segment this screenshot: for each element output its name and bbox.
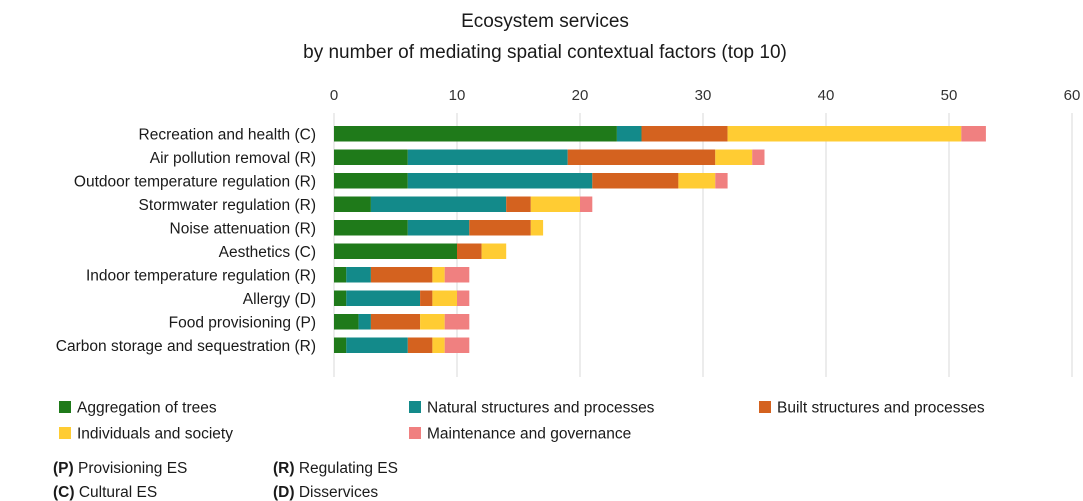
note-code: (P) <box>53 460 74 477</box>
bar-segment <box>469 220 531 236</box>
bar-segment <box>420 314 445 330</box>
chart-title: Ecosystem services <box>461 11 629 32</box>
note-code: (R) <box>273 460 295 477</box>
category-label: Air pollution removal (R) <box>150 150 316 167</box>
bar-segment <box>444 337 470 353</box>
bar-segment <box>444 267 470 283</box>
bar-segment <box>370 314 421 330</box>
bar-segment <box>961 126 986 142</box>
category-label: Stormwater regulation (R) <box>139 197 316 214</box>
abbreviation-note: (P) Provisioning ES <box>53 460 187 477</box>
bar-segment <box>727 126 962 142</box>
note-text: Cultural ES <box>75 484 158 501</box>
bar-segment <box>752 149 765 165</box>
abbreviation-notes: (P) Provisioning ES (R) Regulating ES (C) … <box>53 460 398 501</box>
abbreviation-note: (C) Cultural ES <box>53 484 157 501</box>
x-tick-label: 10 <box>449 87 466 104</box>
legend-swatch <box>759 401 771 413</box>
category-label: Indoor temperature regulation (R) <box>86 267 316 284</box>
bar-segment <box>334 290 347 306</box>
legend-label: Built structures and processes <box>777 400 985 417</box>
bar-segment <box>592 173 679 189</box>
bars <box>334 126 986 353</box>
bar-segment <box>567 149 716 165</box>
bar-segment <box>432 267 445 283</box>
note-text: Provisioning ES <box>74 460 188 477</box>
x-axis-ticks: 0 10 20 30 40 50 60 <box>330 87 1081 104</box>
bar-segment <box>530 196 580 212</box>
bar-segment <box>715 149 753 165</box>
legend-swatch <box>409 427 421 439</box>
x-tick-label: 40 <box>818 87 835 104</box>
note-code: (D) <box>273 484 295 501</box>
bar-segment <box>444 314 470 330</box>
x-tick-label: 20 <box>572 87 589 104</box>
note-code: (C) <box>53 484 75 501</box>
bar-segment <box>432 290 457 306</box>
legend-label: Aggregation of trees <box>77 400 217 417</box>
bar-segment <box>506 196 531 212</box>
bar-segment <box>334 337 347 353</box>
bar-segment <box>457 290 470 306</box>
bar-segment <box>580 196 593 212</box>
category-label: Allergy (D) <box>243 291 316 308</box>
category-label: Outdoor temperature regulation (R) <box>74 173 316 190</box>
bar-segment <box>407 220 470 236</box>
category-label: Noise attenuation (R) <box>170 220 316 237</box>
bar-segment <box>334 173 408 189</box>
bar-segment <box>334 243 457 259</box>
bar-segment <box>370 196 507 212</box>
bar-segment <box>334 314 359 330</box>
bar-segment <box>715 173 728 189</box>
note-text: Regulating ES <box>295 460 398 477</box>
bar-segment <box>407 149 568 165</box>
bar-segment <box>616 126 642 142</box>
bar-segment <box>678 173 716 189</box>
x-tick-label: 30 <box>695 87 712 104</box>
bar-segment <box>420 290 433 306</box>
bar-segment <box>334 267 347 283</box>
bar-segment <box>530 220 544 236</box>
bar-segment <box>407 337 433 353</box>
category-label: Recreation and health (C) <box>139 126 317 143</box>
category-label: Aesthetics (C) <box>219 244 316 261</box>
abbreviation-note: (D) Disservices <box>273 484 378 501</box>
legend-label: Individuals and society <box>77 426 233 443</box>
bar-segment <box>457 243 482 259</box>
abbreviation-note: (R) Regulating ES <box>273 460 398 477</box>
x-tick-label: 0 <box>330 87 338 104</box>
bar-segment <box>346 267 371 283</box>
legend-swatch <box>59 427 71 439</box>
bar-segment <box>346 290 421 306</box>
bar-segment <box>334 220 408 236</box>
bar-segment <box>334 126 617 142</box>
category-labels: Recreation and health (C) Air pollution r… <box>56 126 316 355</box>
legend-label: Maintenance and governance <box>427 426 631 443</box>
legend-label: Natural structures and processes <box>427 400 655 417</box>
note-text: Disservices <box>295 484 379 501</box>
bar-segment <box>358 314 371 330</box>
bar-segment <box>641 126 728 142</box>
bar-segment <box>346 337 408 353</box>
bar-segment <box>370 267 433 283</box>
bar-segment <box>432 337 445 353</box>
bar-segment <box>407 173 593 189</box>
legend-swatch <box>409 401 421 413</box>
category-label: Food provisioning (P) <box>169 314 316 331</box>
category-label: Carbon storage and sequestration (R) <box>56 338 316 355</box>
x-tick-label: 50 <box>941 87 958 104</box>
bar-segment <box>481 243 507 259</box>
x-tick-label: 60 <box>1064 87 1081 104</box>
legend: Aggregation of trees Natural structures a… <box>59 400 985 443</box>
bar-segment <box>334 196 371 212</box>
chart-subtitle: by number of mediating spatial contextua… <box>303 42 787 63</box>
bar-segment <box>334 149 408 165</box>
legend-swatch <box>59 401 71 413</box>
